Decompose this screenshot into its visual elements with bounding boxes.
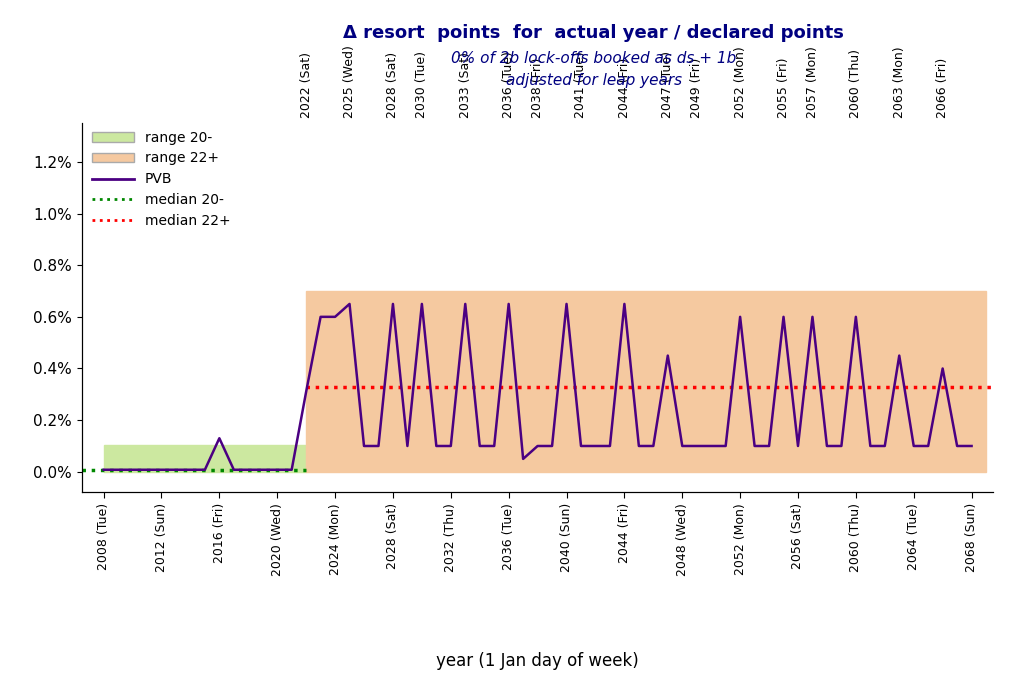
X-axis label: year (1 Jan day of week): year (1 Jan day of week) (436, 652, 639, 670)
Text: Δ resort  points  for  actual year / declared points: Δ resort points for actual year / declar… (343, 24, 845, 42)
Text: 0% of 2b lock-offs booked as ds + 1b: 0% of 2b lock-offs booked as ds + 1b (452, 51, 736, 66)
Bar (306, 291, 986, 472)
Legend: range 20-, range 22+, PVB, median 20-, median 22+: range 20-, range 22+, PVB, median 20-, m… (86, 125, 236, 234)
Text: adjusted for leap years: adjusted for leap years (506, 73, 682, 88)
Bar (103, 445, 306, 472)
